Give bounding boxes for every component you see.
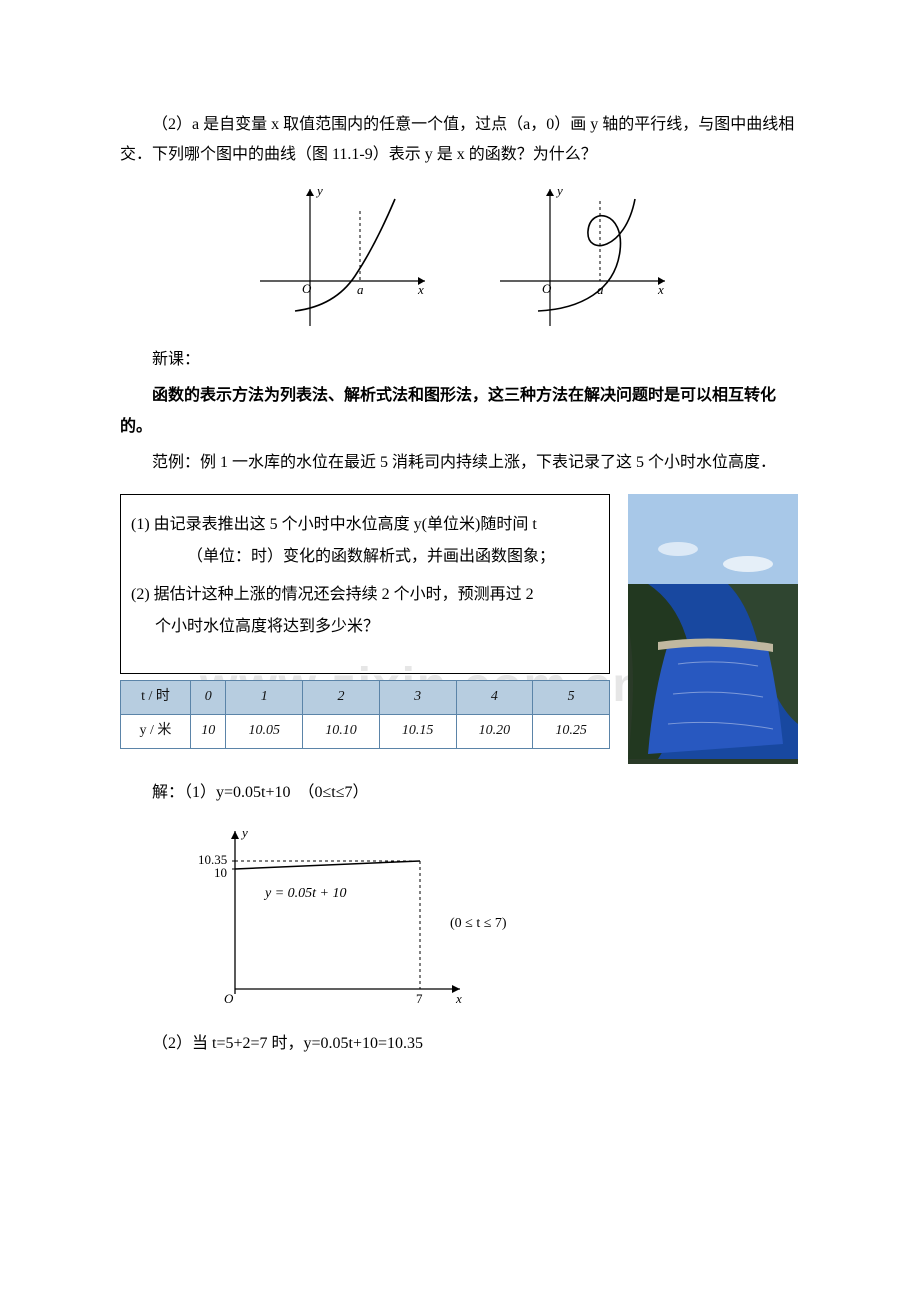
domain-label: (0 ≤ t ≤ 7) [450,916,507,931]
reservoir-svg [628,494,798,764]
figure-11-1-9: O a x y O a x [120,181,800,331]
function-line [235,861,420,869]
table-cell: 2 [303,681,380,715]
x-label: x [417,282,424,297]
equation-label: y = 0.05t + 10 [263,886,347,901]
table-cell: 10.10 [303,714,380,748]
questions-box: (1) 由记录表推出这 5 个小时中水位高度 y(单位米)随时间 t （单位：时… [120,494,610,674]
y-label: y [555,183,563,198]
methods-statement: 函数的表示方法为列表法、解析式法和图形法，这三种方法在解决问题时是可以相互转化的… [120,381,800,442]
curve-right [538,199,635,311]
table-cell: 4 [456,681,533,715]
water-level-table: t / 时 0 1 2 3 4 5 y / 米 10 10.05 10.10 1… [120,680,610,748]
x-label: x [657,282,664,297]
cloud2 [658,542,698,556]
solution-graph: 10.35 10 O 7 x y y = 0.05t + 10 (0 ≤ t ≤… [180,819,540,1019]
table-cell: 10.15 [379,714,456,748]
y-arrow [306,189,314,196]
row1-head: t / 时 [121,681,191,715]
a-label: a [597,282,604,297]
y-arrow [231,831,239,839]
table-cell: 1 [226,681,303,715]
xtick-7: 7 [416,991,423,1006]
problem2-text: （2）a 是自变量 x 取值范围内的任意一个值，过点（a，0）画 y 轴的平行线… [120,110,800,171]
ytick-10: 10 [214,865,227,880]
graph-right-svg: O a x y [480,181,680,331]
table-cell: 10.20 [456,714,533,748]
water-body [648,643,783,755]
graph-left: O a x y [240,181,440,331]
q2-line1: (2) 据估计这种上涨的情况还会持续 2 个小时，预测再过 2 [131,579,599,611]
table-cell: 0 [191,681,226,715]
table-cell: 10.05 [226,714,303,748]
a-label: a [357,282,364,297]
o-label: O [224,991,234,1006]
cloud1 [723,556,773,572]
solution-1: 解：（1）y=0.05t+10 （0≤t≤7） [120,778,800,808]
q2-line2: 个小时水位高度将达到多少米？ [171,611,599,643]
q1-line1: (1) 由记录表推出这 5 个小时中水位高度 y(单位米)随时间 t [131,509,599,541]
x-label: x [455,991,462,1006]
table-row: t / 时 0 1 2 3 4 5 [121,681,610,715]
sky [628,494,798,584]
graph-left-svg: O a x y [240,181,440,331]
o-label: O [302,281,312,296]
table-row: y / 米 10 10.05 10.10 10.15 10.20 10.25 [121,714,610,748]
new-lesson-heading: 新课： [120,345,800,375]
y-arrow [546,189,554,196]
table-cell: 5 [533,681,610,715]
example1-intro: 范例：例 1 一水库的水位在最近 5 消耗司内持续上涨，下表记录了这 5 个小时… [120,448,800,478]
table-cell: 10.25 [533,714,610,748]
row2-head: y / 米 [121,714,191,748]
graph-right: O a x y [480,181,680,331]
o-label: O [542,281,552,296]
table-cell: 3 [379,681,456,715]
reservoir-photo [628,494,798,764]
y-label: y [240,825,248,840]
y-label: y [315,183,323,198]
table-cell: 10 [191,714,226,748]
q1-line2: （单位：时）变化的函数解析式，并画出函数图象； [187,541,599,573]
solution-2: （2）当 t=5+2=7 时，y=0.05t+10=10.35 [120,1029,800,1059]
solution-svg: 10.35 10 O 7 x y y = 0.05t + 10 (0 ≤ t ≤… [180,819,540,1019]
